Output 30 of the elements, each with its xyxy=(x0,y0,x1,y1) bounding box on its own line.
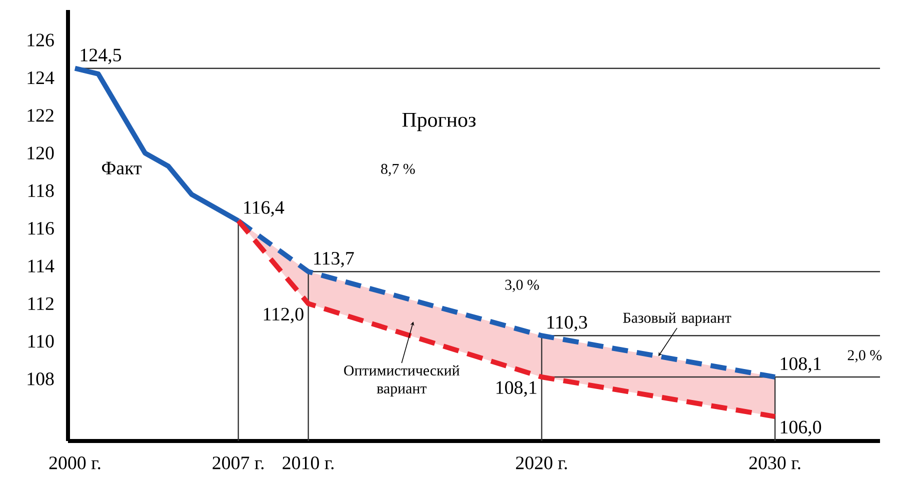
data-label: 124,5 xyxy=(80,48,122,64)
y-tick-label: 116 xyxy=(28,222,54,235)
series-label: Базовый вариант xyxy=(623,312,732,326)
x-tick-label: 2030 г. xyxy=(749,456,800,470)
data-label: 116,4 xyxy=(244,201,284,217)
annotation: 3,0 % xyxy=(505,280,539,292)
data-label: 108,1 xyxy=(780,357,821,373)
x-tick-label: 2020 г. xyxy=(516,456,567,470)
annotation: 8,7 % xyxy=(381,164,415,176)
y-tick-label: 114 xyxy=(28,260,54,272)
y-tick-label: 112 xyxy=(28,297,54,310)
x-tick-label: 2000 г. xyxy=(49,456,100,470)
series-label: Оптимистический вариант xyxy=(344,365,460,397)
y-tick-label: 120 xyxy=(28,146,54,160)
y-tick-label: 124 xyxy=(28,71,54,84)
series-label: Факт xyxy=(102,162,142,174)
y-tick-label: 110 xyxy=(28,334,54,348)
data-label: 108,1 xyxy=(496,381,536,397)
annotation: Прогноз xyxy=(402,112,476,132)
y-tick-label: 126 xyxy=(28,34,54,46)
x-tick-label: 2010 г. xyxy=(282,456,334,470)
x-tick-label: 2007 г. xyxy=(212,456,264,470)
data-label: 113,7 xyxy=(314,252,354,268)
annotation: 2,0 % xyxy=(848,350,882,362)
y-tick-label: 118 xyxy=(28,184,54,198)
data-label: 106,0 xyxy=(780,420,822,436)
y-tick-label: 108 xyxy=(28,372,54,386)
y-tick-label: 122 xyxy=(28,109,54,122)
data-label: 110,3 xyxy=(548,316,588,332)
data-label: 112,0 xyxy=(264,308,304,324)
